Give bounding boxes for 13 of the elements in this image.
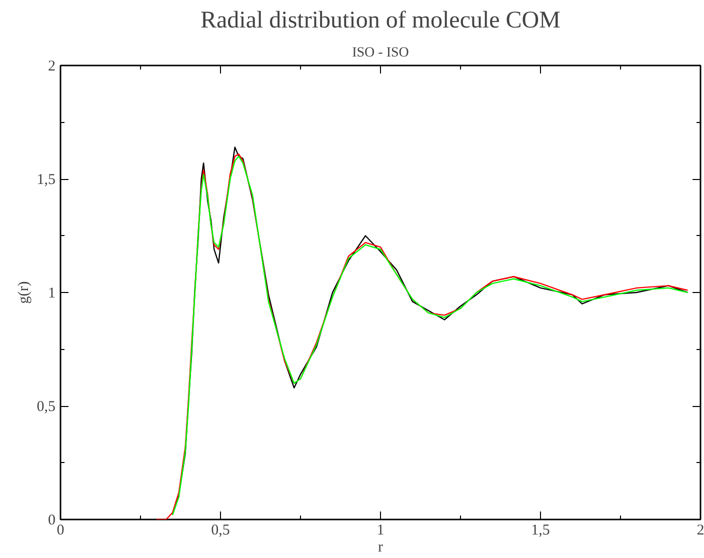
y-axis-title: g(r) [16,281,32,304]
y-tick-label: 0 [48,512,56,528]
y-tick-label: 1 [48,286,56,302]
chart-subtitle: ISO - ISO [352,46,409,60]
x-tick-label: 1,5 [531,522,550,538]
x-tick-label: 1 [376,522,384,538]
x-tick-label: 0,5 [211,522,230,538]
y-tick-label: 0,5 [36,399,56,415]
x-tick-label: 2 [696,522,704,538]
chart-title: Radial distribution of molecule COM [200,8,560,34]
y-tick-label: 2 [48,58,56,74]
x-axis-title: r [378,540,383,556]
y-tick-label: 1,5 [36,172,56,188]
